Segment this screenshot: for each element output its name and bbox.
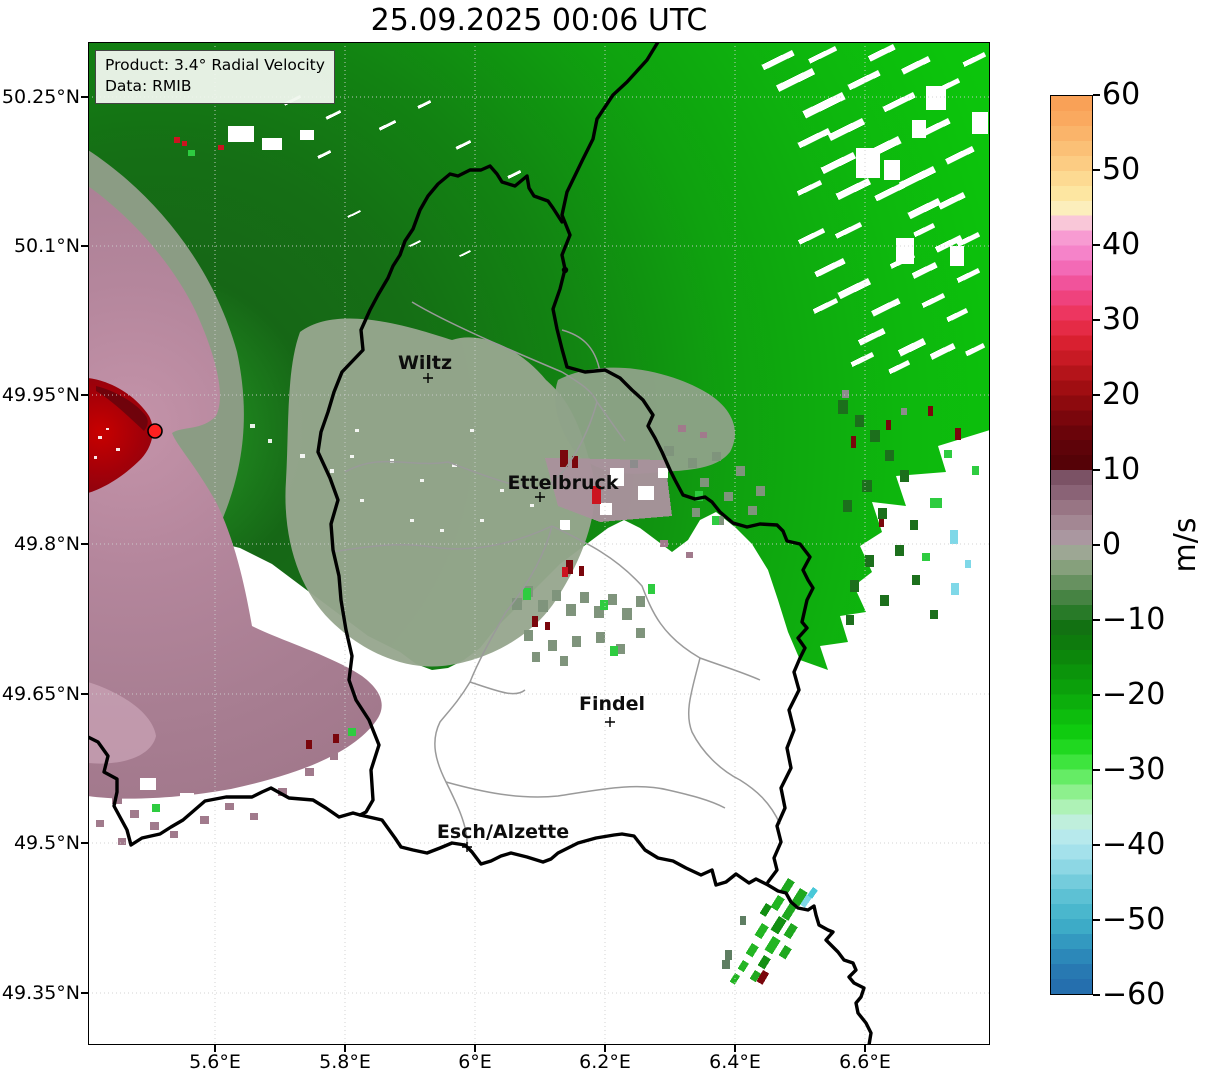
colorbar-tick — [1093, 994, 1100, 996]
lat-tick-label: 50.1°N — [13, 235, 80, 257]
axis-tick — [734, 1045, 736, 1052]
axis-tick — [474, 1045, 476, 1052]
city-label-findel: Findel — [579, 693, 645, 715]
city-marker-icon — [423, 373, 433, 383]
border-town-dot — [561, 266, 569, 274]
city-markers — [423, 373, 615, 852]
lon-tick-label: 6.2°E — [579, 1051, 631, 1073]
axis-tick — [81, 992, 88, 994]
colorbar-label: −20 — [1102, 677, 1166, 712]
lon-tick-label: 5.8°E — [319, 1051, 371, 1073]
axis-tick — [604, 1045, 606, 1052]
axis-tick — [81, 543, 88, 545]
city-label-esch-alzette: Esch/Alzette — [437, 821, 569, 843]
colorbar-label: 20 — [1102, 377, 1141, 412]
radar-site-marker — [147, 423, 163, 439]
axis-tick — [864, 1045, 866, 1052]
city-label-wiltz: Wiltz — [398, 352, 452, 374]
colorbar-label: −30 — [1102, 752, 1166, 787]
axis-tick — [81, 394, 88, 396]
radar-field-red-core — [88, 378, 153, 493]
colorbar-label: 10 — [1102, 452, 1141, 487]
no-data-streaks — [283, 44, 988, 375]
colorbar-tick — [1093, 619, 1100, 621]
lat-tick-label: 49.8°N — [13, 533, 80, 555]
colorbar-tick — [1093, 919, 1100, 921]
axis-tick — [81, 693, 88, 695]
colorbar-tick — [1093, 844, 1100, 846]
city-labels: Wiltz Ettelbruck Findel Esch/Alzette — [398, 352, 645, 843]
colorbar-tick — [1093, 244, 1100, 246]
colorbar-tick — [1093, 94, 1100, 96]
colorbar-tick — [1093, 694, 1100, 696]
lat-tick-label: 50.25°N — [1, 86, 80, 108]
colorbar-label: −40 — [1102, 827, 1166, 862]
axis-tick — [81, 842, 88, 844]
lon-tick-label: 6.4°E — [709, 1051, 761, 1073]
lat-tick-label: 49.5°N — [13, 832, 80, 854]
info-box-source: Data: RMIB — [105, 77, 192, 96]
colorbar-label: 30 — [1102, 302, 1141, 337]
axis-tick — [81, 245, 88, 247]
district-borders — [331, 301, 781, 846]
plot-title: 25.09.2025 00:06 UTC — [370, 3, 708, 38]
colorbar-unit-label: m/s — [1168, 517, 1203, 573]
colorbar-tick — [1093, 769, 1100, 771]
colorbar-label: −10 — [1102, 602, 1166, 637]
colorbar-gradient — [1050, 95, 1093, 995]
axis-tick — [214, 1045, 216, 1052]
colorbar-label: −60 — [1102, 977, 1166, 1012]
colorbar-tick — [1093, 394, 1100, 396]
map-area: Wiltz Ettelbruck Findel Esch/Alzette — [88, 42, 990, 1045]
axis-tick — [81, 96, 88, 98]
colorbar-label: 60 — [1102, 77, 1141, 112]
colorbar-tick — [1093, 544, 1100, 546]
lat-tick-label: 49.35°N — [1, 982, 80, 1004]
info-box: Product: 3.4° Radial Velocity Data: RMIB — [95, 50, 335, 104]
lon-tick-label: 5.6°E — [189, 1051, 241, 1073]
colorbar-tick — [1093, 469, 1100, 471]
colorbar-tick — [1093, 169, 1100, 171]
colorbar-label: 40 — [1102, 227, 1141, 262]
info-box-product: Product: 3.4° Radial Velocity — [105, 56, 325, 74]
colorbar-label: 50 — [1102, 152, 1141, 187]
border-be-de-lu-east — [551, 42, 815, 884]
border-lu-north-west — [316, 164, 564, 817]
lat-tick-label: 49.65°N — [1, 683, 80, 705]
city-marker-icon — [462, 842, 472, 852]
radar-velocity-image: Wiltz Ettelbruck Findel Esch/Alzette — [88, 42, 990, 1045]
city-label-ettelbruck: Ettelbruck — [508, 472, 619, 494]
city-marker-icon — [605, 717, 615, 727]
city-marker-icon — [535, 492, 545, 502]
lon-tick-label: 6.6°E — [839, 1051, 891, 1073]
speckle-cells — [96, 126, 979, 985]
lon-tick-label: 6°E — [458, 1051, 492, 1073]
axis-tick — [344, 1045, 346, 1052]
country-borders — [88, 42, 873, 1045]
border-south-fr — [88, 735, 873, 1045]
colorbar-label: −50 — [1102, 902, 1166, 937]
radar-field-mauve — [88, 186, 382, 799]
lat-tick-label: 49.95°N — [1, 384, 80, 406]
colorbar-label: 0 — [1102, 527, 1122, 562]
colorbar-tick — [1093, 319, 1100, 321]
